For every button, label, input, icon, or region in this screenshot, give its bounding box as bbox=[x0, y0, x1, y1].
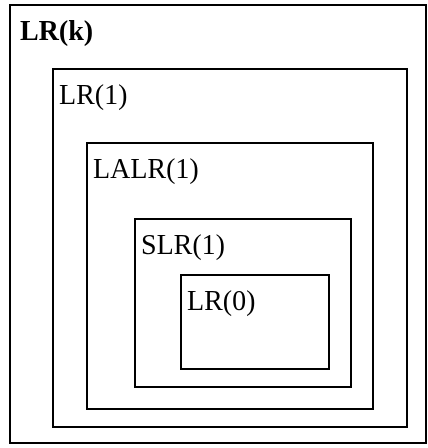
lr1-set-box: LR(1) bbox=[52, 68, 408, 428]
slr1-label: SLR(1) bbox=[141, 230, 225, 261]
slr1-set-box: SLR(1) bbox=[134, 218, 352, 388]
lrk-set-box: LR(k) bbox=[9, 4, 427, 444]
lalr1-set-box: LALR(1) bbox=[86, 142, 374, 410]
lr1-label: LR(1) bbox=[59, 80, 128, 111]
lrk-label: LR(k) bbox=[20, 16, 94, 47]
lalr1-label: LALR(1) bbox=[93, 154, 199, 185]
lr0-label: LR(0) bbox=[187, 286, 256, 317]
lr0-set-box: LR(0) bbox=[180, 274, 330, 370]
